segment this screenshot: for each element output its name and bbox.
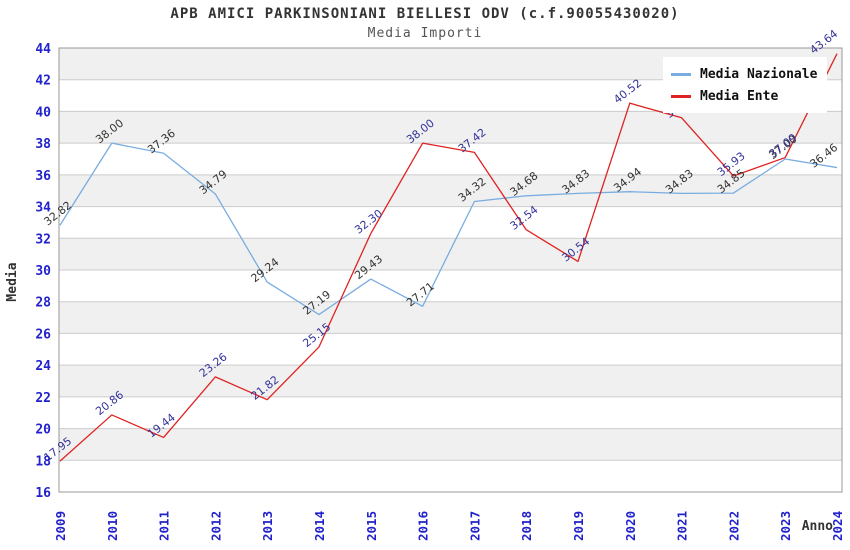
y-tick-label: 44: [35, 42, 51, 57]
plot-band: [59, 270, 842, 302]
x-tick-label: 2020: [623, 511, 638, 541]
legend-label-media-nazionale: Media Nazionale: [700, 66, 818, 82]
y-axis-title: Media: [5, 262, 20, 301]
plot-band: [59, 428, 842, 461]
x-tick-label: 2018: [519, 511, 534, 541]
x-tick-label: 2024: [830, 511, 845, 541]
chart-title: APB AMICI PARKINSONIANI BIELLESI ODV (c.…: [170, 6, 680, 22]
legend-item-media-nazionale: Media Nazionale: [671, 63, 817, 85]
y-tick-label: 16: [35, 486, 51, 501]
x-tick-label: 2022: [726, 511, 741, 541]
series-line-media-nazionale: [59, 142, 838, 316]
plot-band: [59, 365, 842, 397]
legend-swatch-media-nazionale-icon: [671, 72, 691, 76]
chart-subtitle: Media Importi: [367, 26, 483, 41]
legend-item-media-ente: Media Ente: [671, 85, 817, 107]
x-tick-label: 2011: [157, 511, 172, 541]
plot-band: [59, 301, 842, 334]
y-tick-label: 34: [35, 201, 51, 216]
x-tick-label: 2014: [312, 511, 327, 541]
x-tick-label: 2021: [675, 511, 690, 541]
plot-band: [59, 238, 842, 270]
x-tick-label: 2012: [208, 511, 223, 541]
x-tick-label: 2015: [364, 511, 379, 541]
legend-swatch-media-ente-icon: [671, 94, 691, 98]
y-tick-label: 28: [35, 296, 51, 311]
x-tick-label: 2017: [467, 511, 482, 541]
y-tick-label: 36: [35, 169, 51, 184]
x-axis-title: Anno: [802, 519, 833, 534]
y-tick-label: 30: [35, 264, 51, 279]
plot-band: [59, 460, 842, 492]
legend-label-media-ente: Media Ente: [700, 88, 779, 104]
x-tick-label: 2010: [105, 511, 120, 541]
plot-band: [59, 206, 842, 239]
y-tick-label: 42: [35, 74, 51, 89]
x-tick-label: 2019: [571, 511, 586, 541]
y-tick-label: 20: [35, 423, 51, 438]
legend: Media Nazionale Media Ente: [663, 57, 828, 113]
plot-band: [59, 111, 842, 144]
y-tick-label: 32: [35, 232, 51, 247]
y-tick-label: 40: [35, 105, 51, 120]
y-tick-label: 24: [35, 359, 51, 374]
plot-band: [59, 333, 842, 366]
plot-border: [58, 47, 843, 493]
y-tick-label: 18: [35, 454, 51, 469]
y-tick-label: 22: [35, 391, 51, 406]
series-line-media-ente: [59, 53, 838, 462]
plot-band: [59, 174, 842, 207]
x-tick-label: 2016: [416, 511, 431, 541]
plot-band: [59, 396, 842, 429]
x-tick-label: 2009: [53, 511, 68, 541]
y-tick-label: 26: [35, 327, 51, 342]
x-tick-label: 2013: [260, 511, 275, 541]
y-tick-label: 38: [35, 137, 51, 152]
x-tick-label: 2023: [778, 511, 793, 541]
